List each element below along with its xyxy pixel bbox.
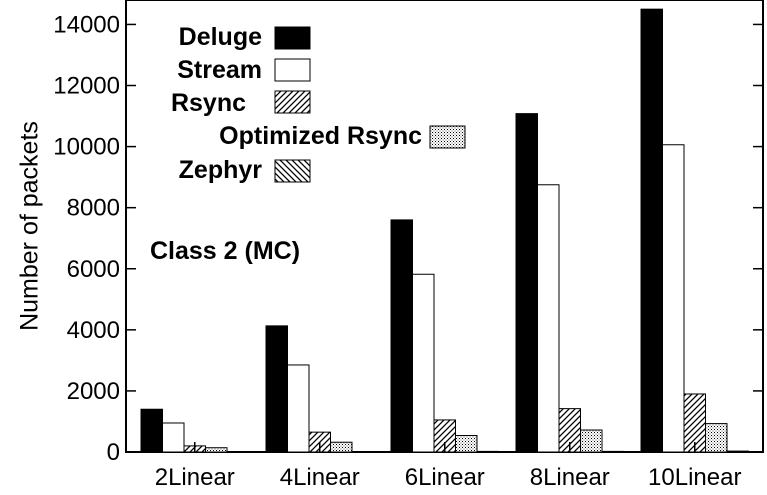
legend-swatch-zephyr — [274, 159, 311, 183]
bar-optimized-rsync-2linear — [205, 447, 228, 453]
bar-stream-2linear — [162, 422, 185, 453]
y-tick-label: 6000 — [67, 256, 120, 283]
bar-zephyr-4linear — [351, 451, 374, 453]
x-tick-label-2linear: 2Linear — [155, 464, 235, 491]
bar-optimized-rsync-4linear — [330, 441, 353, 453]
y-tick-label: 2000 — [67, 378, 120, 405]
bar-stream-6linear — [412, 273, 435, 453]
bar-deluge-6linear — [390, 219, 413, 453]
y-tick-label: 12000 — [53, 73, 120, 100]
legend-swatch-stream — [274, 58, 311, 82]
x-tick-label-10linear: 10Linear — [648, 464, 741, 491]
bar-stream-8linear — [537, 184, 560, 453]
legend-label-zephyr: Zephyr — [179, 156, 263, 184]
bar-zephyr-8linear — [601, 450, 624, 453]
x-tick-label-8linear: 8Linear — [530, 464, 610, 491]
y-axis-label: Number of packets — [16, 121, 44, 331]
bar-deluge-10linear — [640, 8, 663, 453]
bars-group — [140, 8, 749, 453]
bar-zephyr-2linear — [226, 451, 249, 453]
y-tick-label: 4000 — [67, 317, 120, 344]
legend-label-rsync: Rsync — [171, 89, 246, 117]
y-tick-label: 10000 — [53, 134, 120, 161]
legend-label-stream: Stream — [177, 56, 262, 84]
bar-deluge-8linear — [515, 113, 538, 453]
legend-swatch-optimized-rsync — [429, 125, 466, 149]
y-axis-ticks: 0 2000 4000 6000 8000 10000 12000 14000 — [53, 11, 763, 466]
bar-optimized-rsync-10linear — [705, 423, 728, 453]
bar-deluge-4linear — [265, 325, 288, 453]
bar-stream-10linear — [662, 144, 685, 453]
y-tick-label: 14000 — [53, 11, 120, 38]
chart-annotation: Class 2 (MC) — [150, 237, 300, 265]
x-tick-label-4linear: 4Linear — [280, 464, 360, 491]
x-axis-tick-labels: 2Linear 4Linear 6Linear 8Linear 10Linear — [155, 442, 741, 491]
legend-swatch-rsync — [274, 90, 311, 114]
legend-label-deluge: Deluge — [179, 23, 262, 51]
y-tick-label: 0 — [107, 439, 120, 466]
bar-optimized-rsync-8linear — [580, 429, 603, 453]
legend: Deluge Stream Rsync Optimized Rsync Zephyr — [171, 23, 466, 184]
bar-zephyr-10linear — [726, 450, 749, 453]
legend-swatch-deluge — [274, 26, 311, 50]
bar-zephyr-6linear — [476, 450, 499, 453]
x-tick-label-6linear: 6Linear — [405, 464, 485, 491]
bar-deluge-2linear — [140, 408, 163, 453]
legend-label-optimized-rsync: Optimized Rsync — [219, 122, 422, 150]
bar-stream-4linear — [287, 364, 310, 453]
bar-optimized-rsync-6linear — [455, 435, 478, 453]
y-tick-label: 8000 — [67, 195, 120, 222]
